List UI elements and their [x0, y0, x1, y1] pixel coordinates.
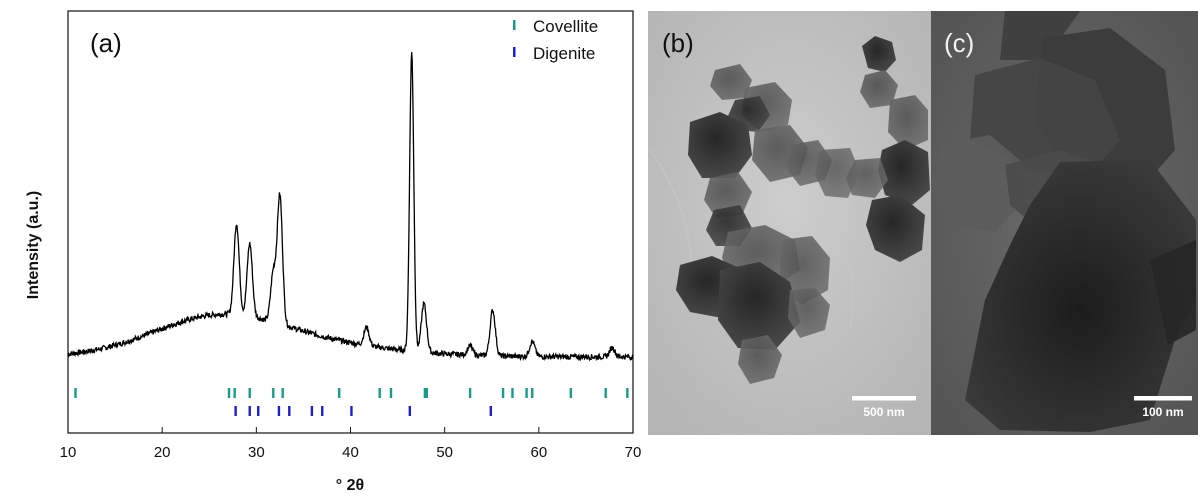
nanoparticle-aggregate-b	[676, 36, 930, 384]
reference-peak-tick	[248, 406, 251, 416]
x-tick-label: 40	[342, 444, 359, 461]
panel-c-tem-image: 100 nm (c)	[931, 11, 1198, 435]
x-axis-tick-labels: 10 20 30 40 50 60 70	[60, 444, 642, 461]
nanoparticle-c	[932, 11, 1196, 432]
legend-digenite-label: Digenite	[533, 44, 595, 63]
reference-peak-tick	[288, 406, 291, 416]
reference-peak-tick	[74, 388, 77, 398]
panel-a-label: (a)	[90, 28, 122, 58]
reference-peak-tick	[233, 388, 236, 398]
x-axis-label: ° 2θ	[336, 477, 364, 494]
x-axis-ticks	[67, 427, 634, 433]
plot-frame	[67, 10, 634, 434]
reference-peak-tick	[408, 406, 412, 416]
reference-peak-tick	[425, 388, 428, 398]
reference-peak-tick	[227, 388, 231, 398]
scale-bar-b-label: 500 nm	[863, 405, 904, 419]
legend-covellite-label: Covellite	[533, 17, 598, 36]
reference-peak-tick	[468, 388, 472, 398]
reference-peak-tick	[389, 388, 393, 398]
x-tick-label: 20	[154, 444, 171, 461]
panel-a-xrd-chart: 10 20 30 40 50 60 70 (a) Covellite Digenite In…	[25, 10, 642, 494]
panel-b-tem-image: 500 nm (b)	[648, 11, 931, 435]
scale-bar-c-label: 100 nm	[1142, 405, 1183, 419]
x-tick-label: 60	[530, 444, 547, 461]
panel-c-label: (c)	[944, 28, 974, 58]
x-tick-label: 70	[625, 444, 642, 461]
digenite-reference-ticks	[234, 406, 493, 416]
reference-peak-tick	[501, 388, 505, 398]
panel-b-label: (b)	[662, 28, 694, 58]
reference-peak-tick	[321, 406, 324, 416]
x-tick-label: 30	[248, 444, 265, 461]
reference-peak-tick	[604, 388, 607, 398]
reference-peak-tick	[281, 388, 284, 398]
reference-peak-tick	[525, 388, 528, 398]
reference-peak-tick	[277, 406, 281, 416]
legend-digenite-marker	[513, 47, 516, 57]
reference-peak-tick	[248, 388, 251, 398]
reference-peak-tick	[489, 406, 493, 416]
reference-peak-tick	[511, 388, 514, 398]
reference-peak-tick	[310, 406, 314, 416]
reference-peak-tick	[272, 388, 275, 398]
scale-bar-b	[852, 396, 916, 401]
reference-peak-tick	[569, 388, 573, 398]
reference-peak-tick	[378, 388, 381, 398]
xrd-pattern-line	[67, 52, 634, 362]
reference-peak-tick	[350, 406, 353, 416]
reference-peak-tick	[234, 406, 237, 416]
reference-peak-tick	[257, 406, 260, 416]
reference-peak-tick	[338, 388, 341, 398]
legend-covellite-marker	[513, 20, 516, 30]
x-tick-label: 10	[60, 444, 77, 461]
legend: Covellite Digenite	[513, 17, 598, 63]
reference-peak-tick	[626, 388, 629, 398]
reference-peak-tick	[531, 388, 534, 398]
scale-bar-c	[1134, 396, 1192, 401]
reference-peak-tick	[423, 388, 427, 398]
covellite-reference-ticks	[74, 388, 629, 398]
y-axis-label: Intensity (a.u.)	[25, 191, 42, 299]
x-tick-label: 50	[436, 444, 453, 461]
